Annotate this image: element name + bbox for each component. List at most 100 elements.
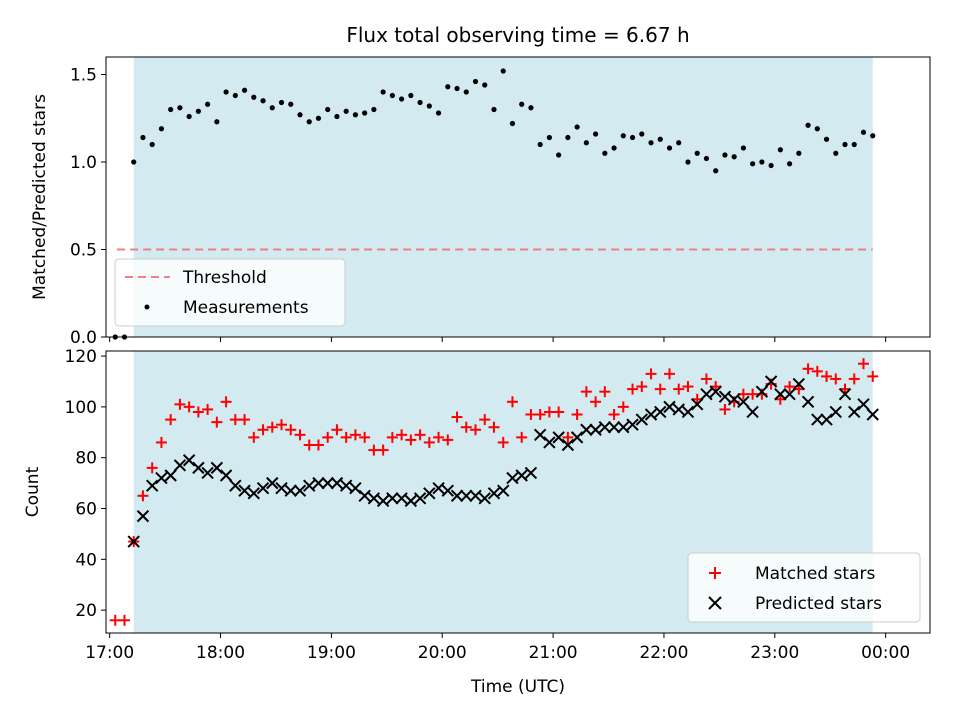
predicted-star-point	[866, 408, 879, 421]
measurement-point	[454, 85, 460, 92]
predicted-star-point	[746, 405, 759, 419]
matched-star-point	[414, 429, 426, 441]
matched-star-point	[488, 421, 500, 433]
matched-star-point	[784, 381, 796, 393]
matched-star-point	[396, 429, 408, 441]
matched-star-point	[802, 363, 814, 375]
matched-star-point	[405, 434, 417, 446]
measurement-point	[232, 92, 238, 99]
matched-star-point	[183, 401, 195, 413]
count-panel: 20 40 60 80 100 120 17:00 18:00 19:00 20:00 21:00…	[23, 347, 931, 697]
predicted-star-point	[404, 494, 418, 508]
predicted-star-point	[201, 466, 214, 480]
predicted-star-point	[192, 461, 205, 475]
matched-star-point	[590, 396, 602, 408]
predicted-star-point	[238, 484, 251, 497]
matched-star-point	[645, 368, 657, 380]
predicted-star-point	[413, 492, 427, 505]
measurement-point	[278, 99, 285, 106]
predicted-star-point	[478, 492, 491, 505]
legend-predicted-swatch	[708, 596, 722, 610]
matched-star-point	[497, 436, 509, 448]
matched-star-point	[525, 409, 537, 421]
measurement-point	[371, 106, 377, 113]
measurement-point	[537, 141, 543, 148]
measurement-point	[417, 99, 423, 106]
predicted-star-point	[423, 487, 436, 500]
matched-star-point	[571, 409, 583, 421]
predicted-star-point	[755, 385, 769, 398]
predicted-star-point	[727, 393, 741, 406]
predicted-star-point	[764, 375, 778, 388]
predicted-star-point	[136, 509, 150, 523]
top-y-tick-label: 0.5	[70, 241, 97, 261]
predicted-star-point	[229, 479, 242, 492]
predicted-star-point	[607, 421, 621, 434]
top-y-axis-label: Matched/Predicted stars	[30, 94, 50, 300]
measurement-point	[260, 98, 266, 104]
measurement-point	[740, 145, 746, 151]
measurement-point	[574, 124, 580, 130]
predicted-star-point	[275, 481, 288, 495]
measurement-point	[463, 89, 469, 95]
predicted-star-point	[617, 421, 630, 434]
matched-star-point	[368, 444, 380, 456]
matched-star-point	[239, 414, 251, 426]
measurement-point	[860, 129, 867, 135]
matched-star-point	[340, 431, 352, 443]
matched-star-point	[359, 431, 371, 443]
matched-star-point	[331, 424, 343, 436]
matched-star-point	[580, 386, 592, 398]
matched-star-point	[303, 439, 315, 451]
measurement-point	[315, 115, 322, 121]
predicted-star-point	[312, 476, 325, 490]
matched-star-point	[248, 431, 260, 443]
matched-star-point	[719, 403, 731, 415]
predicted-star-point	[644, 408, 658, 421]
bottom-x-tick-label: 18:00	[196, 643, 245, 663]
measurement-point	[509, 120, 516, 127]
legend-matched-label: Matched stars	[755, 564, 875, 584]
measurement-point	[343, 108, 349, 114]
chart-title: Flux total observing time = 6.67 h	[346, 23, 689, 47]
matched-star-point	[682, 381, 694, 393]
matched-star-point	[747, 388, 759, 400]
predicted-star-point	[367, 492, 381, 505]
predicted-star-point	[497, 484, 510, 497]
measurement-point	[722, 152, 728, 158]
measurement-point	[205, 101, 211, 107]
measurement-point	[149, 141, 155, 148]
predicted-star-point	[284, 484, 297, 497]
matched-star-point	[211, 416, 223, 428]
predicted-star-point	[173, 459, 187, 472]
measurement-point	[676, 140, 682, 146]
matched-star-point	[165, 414, 177, 426]
predicted-star-point	[598, 421, 612, 434]
predicted-star-point	[691, 398, 704, 411]
matched-star-point	[174, 398, 186, 410]
matched-star-point	[294, 429, 306, 441]
predicted-star-point	[349, 481, 362, 495]
predicted-star-point	[820, 413, 833, 426]
matched-star-point	[109, 614, 121, 626]
measurement-point	[352, 112, 359, 118]
predicted-star-point	[164, 469, 177, 482]
predicted-star-point	[561, 438, 575, 452]
predicted-star-point	[672, 403, 685, 416]
bottom-x-tick-label: 21:00	[529, 643, 578, 663]
measurement-point	[842, 141, 848, 148]
matched-star-point	[534, 409, 546, 421]
measurement-point	[168, 106, 174, 113]
bottom-y-tick-label: 100	[65, 398, 97, 418]
measurement-point	[602, 150, 608, 156]
predicted-star-point	[256, 481, 270, 495]
matched-star-point	[433, 431, 445, 443]
measurement-point	[592, 131, 599, 137]
matched-star-point	[654, 383, 666, 395]
measurement-point	[629, 134, 636, 141]
bottom-y-tick-label: 20	[75, 601, 97, 621]
measurement-point	[768, 162, 774, 169]
matched-star-point	[830, 373, 842, 385]
predicted-star-point	[635, 413, 648, 426]
